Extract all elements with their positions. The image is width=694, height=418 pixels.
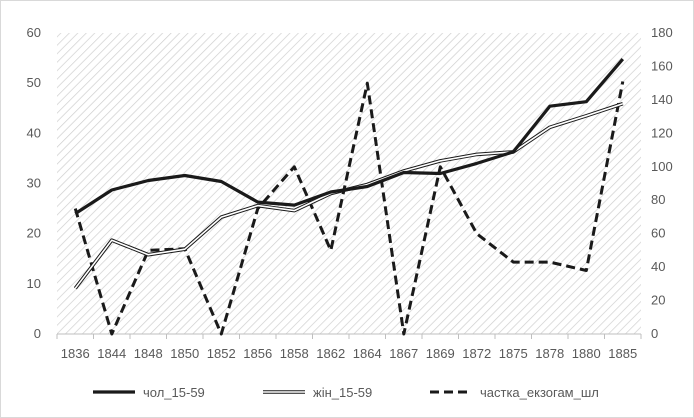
y-left-tick-label: 60: [27, 25, 41, 40]
x-tick-label: 1872: [462, 346, 491, 361]
y-right-tick-label: 100: [651, 159, 673, 174]
x-tick-label: 1850: [170, 346, 199, 361]
legend-label: частка_екзогам_шл: [480, 385, 599, 400]
y-left-tick-label: 0: [34, 326, 41, 341]
x-axis: 1836 1844 1848 1850 1852 1856 1858 1862 1864 1867…: [56, 334, 642, 361]
y-axis-right: 0 20 40 60 80 100 120 140 160 180: [651, 25, 673, 341]
series-layer: [73, 58, 625, 336]
y-left-tick-label: 10: [27, 276, 41, 291]
x-tick-label: 1885: [608, 346, 637, 361]
x-tick-label: 1867: [389, 346, 418, 361]
y-left-tick-label: 20: [27, 226, 41, 241]
x-tick-label: 1862: [316, 346, 345, 361]
y-right-tick-label: 180: [651, 25, 673, 40]
x-tick-label: 1875: [499, 346, 528, 361]
x-tick-label: 1878: [535, 346, 564, 361]
x-tick-label: 1856: [243, 346, 272, 361]
legend-label: жін_15-59: [313, 385, 372, 400]
y-left-tick-label: 40: [27, 125, 41, 140]
y-right-tick-label: 80: [651, 192, 665, 207]
y-right-tick-label: 40: [651, 259, 665, 274]
series-line-0: [74, 58, 625, 215]
y-right-tick-label: 20: [651, 293, 665, 308]
x-tick-label: 1852: [207, 346, 236, 361]
y-right-tick-label: 120: [651, 125, 673, 140]
y-right-tick-label: 60: [651, 226, 665, 241]
y-right-tick-label: 160: [651, 58, 673, 73]
x-tick-label: 1844: [97, 346, 126, 361]
series-line-2: [73, 81, 625, 336]
x-tick-label: 1880: [572, 346, 601, 361]
y-right-tick-label: 0: [651, 326, 658, 341]
x-tick-label: 1848: [134, 346, 163, 361]
y-right-tick-label: 140: [651, 92, 673, 107]
legend-label: чол_15-59: [143, 385, 205, 400]
y-left-tick-label: 50: [27, 75, 41, 90]
x-tick-label: 1836: [61, 346, 90, 361]
y-axis-left: 0 10 20 30 40 50 60: [27, 25, 41, 341]
y-left-tick-label: 30: [27, 176, 41, 191]
legend: чол_15-59 жін_15-59 частка_екзогам_шл: [93, 385, 599, 400]
x-tick-label: 1858: [280, 346, 309, 361]
plot-area: [57, 33, 641, 334]
x-tick-label: 1869: [426, 346, 455, 361]
x-tick-label: 1864: [353, 346, 382, 361]
